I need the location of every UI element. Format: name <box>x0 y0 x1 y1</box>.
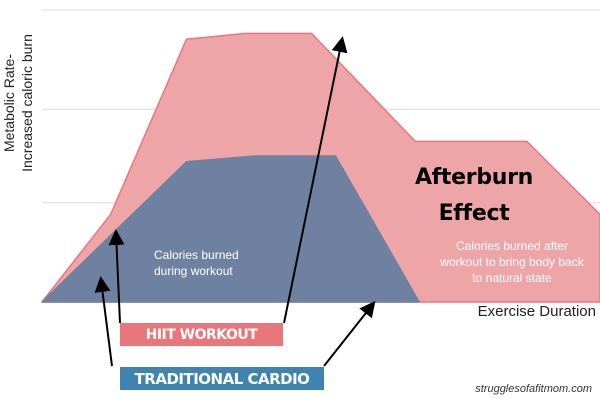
afterburn-title: Afterburn Effect <box>414 165 534 226</box>
site-credit: strugglesofafitmom.com <box>475 383 592 395</box>
afterburn-annotation: Calories burned after workout to bring b… <box>440 239 584 285</box>
x-axis-label: Exercise Duration <box>477 303 596 320</box>
arrow-cardio-to-afterburn <box>323 300 376 367</box>
arrow-hiit-to-rise <box>108 229 125 324</box>
hiit-workout-tag: HIIT WORKOUT <box>120 323 283 346</box>
arrow-cardio-to-rise <box>94 276 113 367</box>
arrows <box>94 36 376 367</box>
traditional-cardio-tag: TRADITIONAL CARDIO <box>120 367 324 390</box>
areas <box>41 32 600 303</box>
y-axis-label: Metabolic Rate- Increased caloric burn <box>1 34 35 172</box>
cardio-area <box>41 155 420 303</box>
arrow-cardio-to-hiit-peak <box>283 36 348 324</box>
during-workout-annotation: Calories burned during workout <box>154 248 239 278</box>
